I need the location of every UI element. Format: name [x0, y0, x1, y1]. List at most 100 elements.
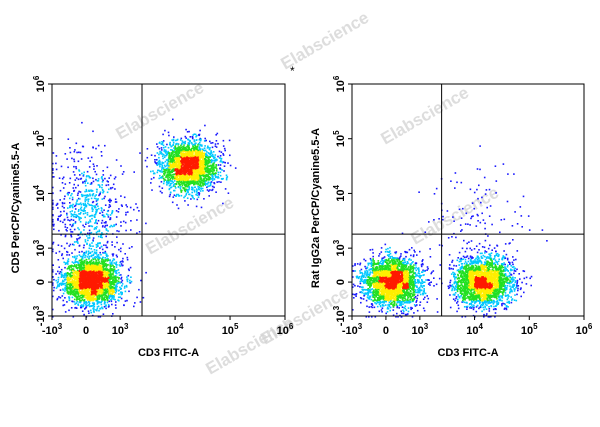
- event-dot: [176, 204, 178, 206]
- event-dot: [97, 316, 100, 318]
- event-dot: [223, 170, 225, 172]
- event-dot: [195, 161, 197, 163]
- event-dot: [191, 158, 194, 160]
- event-dot: [140, 279, 142, 282]
- event-dot: [71, 293, 73, 295]
- event-dot: [164, 170, 166, 173]
- event-dot: [52, 284, 54, 286]
- event-dot: [200, 187, 202, 189]
- event-dot: [63, 273, 66, 275]
- event-dot: [110, 265, 113, 267]
- event-dot: [177, 193, 180, 196]
- event-dot: [76, 300, 78, 303]
- event-dot: [77, 282, 79, 284]
- event-dot: [181, 174, 184, 176]
- event-dot: [96, 308, 99, 310]
- event-dot: [168, 152, 170, 154]
- event-dot: [175, 195, 177, 197]
- event-dot: [197, 177, 199, 180]
- event-dot: [190, 194, 193, 197]
- event-dot: [183, 155, 186, 158]
- event-dot: [91, 265, 93, 268]
- event-dot: [82, 285, 84, 288]
- event-dot: [171, 150, 174, 152]
- event-dot: [156, 152, 159, 154]
- event-dot: [204, 176, 206, 178]
- event-dot: [64, 290, 66, 292]
- event-dot: [87, 252, 90, 255]
- event-dot: [75, 277, 78, 280]
- event-dot: [100, 276, 102, 278]
- event-dot: [102, 294, 104, 296]
- event-dot: [197, 144, 199, 146]
- event-dot: [220, 157, 223, 160]
- event-dot: [173, 168, 175, 170]
- event-dot: [103, 300, 106, 303]
- event-dot: [195, 205, 198, 208]
- event-dot: [169, 179, 171, 181]
- event-dot: [85, 301, 87, 303]
- event-dot: [84, 254, 87, 257]
- event-dot: [79, 261, 82, 264]
- event-dot: [104, 263, 107, 265]
- event-dot: [210, 181, 213, 183]
- event-dot: [103, 271, 106, 273]
- event-dot: [98, 271, 100, 273]
- event-dot: [182, 163, 184, 165]
- event-dot: [90, 309, 92, 312]
- event-dot: [178, 151, 181, 154]
- event-dot: [191, 175, 194, 178]
- event-dot: [204, 164, 206, 167]
- event-dot: [187, 185, 190, 188]
- event-dot: [205, 159, 207, 161]
- event-dot: [98, 273, 100, 276]
- event-dot: [58, 283, 61, 286]
- event-dot: [106, 297, 109, 300]
- event-dot: [175, 168, 177, 170]
- event-dot: [184, 183, 187, 186]
- event-dot: [179, 167, 181, 169]
- event-dot: [197, 149, 200, 152]
- event-dot: [176, 159, 179, 161]
- event-dot: [168, 162, 171, 164]
- event-dot: [115, 301, 117, 303]
- event-dot: [117, 278, 120, 280]
- event-dot: [68, 296, 71, 299]
- event-dot: [108, 279, 110, 281]
- event-dot: [209, 176, 212, 179]
- event-dot: [194, 147, 197, 150]
- event-dot: [104, 270, 107, 273]
- event-dot: [201, 151, 204, 154]
- event-dot: [101, 258, 103, 260]
- event-dot: [186, 180, 189, 183]
- event-dot: [88, 266, 90, 268]
- event-dot: [81, 286, 84, 289]
- event-dot: [78, 254, 81, 256]
- event-dot: [125, 284, 128, 287]
- event-dot: [88, 302, 91, 305]
- event-dot: [109, 268, 111, 270]
- event-dot: [56, 297, 59, 300]
- event-dot: [206, 189, 209, 191]
- event-dot: [101, 272, 103, 275]
- event-dot: [118, 299, 120, 302]
- event-dot: [204, 149, 207, 152]
- event-dot: [100, 267, 103, 269]
- event-dot: [179, 171, 181, 173]
- event-dot: [95, 253, 98, 255]
- event-dot: [188, 147, 190, 149]
- event-dot: [195, 157, 198, 159]
- event-dot: [101, 295, 104, 297]
- event-dot: [202, 190, 204, 192]
- event-dot: [211, 160, 213, 162]
- event-dot: [102, 275, 105, 277]
- event-dot: [183, 158, 186, 161]
- event-dot: [75, 306, 77, 309]
- event-dot: [208, 160, 211, 162]
- event-dot: [119, 288, 122, 290]
- event-dot: [100, 294, 102, 296]
- event-dot: [120, 260, 122, 263]
- event-dot: [184, 155, 187, 158]
- event-dot: [184, 190, 187, 193]
- event-dot: [187, 169, 189, 172]
